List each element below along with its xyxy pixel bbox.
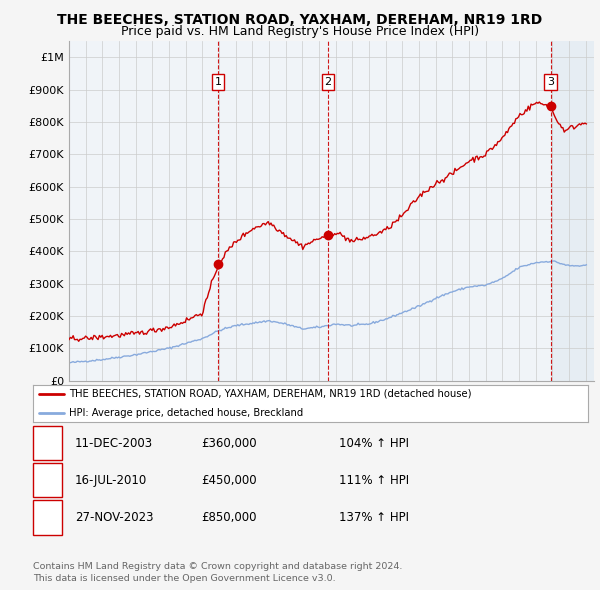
- Text: £450,000: £450,000: [201, 474, 257, 487]
- Text: 11-DEC-2003: 11-DEC-2003: [75, 437, 153, 450]
- Bar: [551, 41, 594, 381]
- Text: 3: 3: [547, 77, 554, 87]
- Text: £850,000: £850,000: [201, 511, 257, 524]
- Text: 2: 2: [325, 77, 332, 87]
- Text: 1: 1: [43, 437, 52, 450]
- Text: HPI: Average price, detached house, Breckland: HPI: Average price, detached house, Brec…: [69, 408, 304, 418]
- Text: Contains HM Land Registry data © Crown copyright and database right 2024.
This d: Contains HM Land Registry data © Crown c…: [33, 562, 403, 583]
- Text: 3: 3: [43, 511, 52, 524]
- Text: THE BEECHES, STATION ROAD, YAXHAM, DEREHAM, NR19 1RD: THE BEECHES, STATION ROAD, YAXHAM, DEREH…: [58, 13, 542, 27]
- Text: 104% ↑ HPI: 104% ↑ HPI: [339, 437, 409, 450]
- Text: £360,000: £360,000: [201, 437, 257, 450]
- Text: THE BEECHES, STATION ROAD, YAXHAM, DEREHAM, NR19 1RD (detached house): THE BEECHES, STATION ROAD, YAXHAM, DEREH…: [69, 389, 472, 399]
- Text: 2: 2: [43, 474, 52, 487]
- Text: 1: 1: [215, 77, 221, 87]
- Text: 27-NOV-2023: 27-NOV-2023: [75, 511, 154, 524]
- Text: Price paid vs. HM Land Registry's House Price Index (HPI): Price paid vs. HM Land Registry's House …: [121, 25, 479, 38]
- Text: 137% ↑ HPI: 137% ↑ HPI: [339, 511, 409, 524]
- Text: 16-JUL-2010: 16-JUL-2010: [75, 474, 147, 487]
- Text: 111% ↑ HPI: 111% ↑ HPI: [339, 474, 409, 487]
